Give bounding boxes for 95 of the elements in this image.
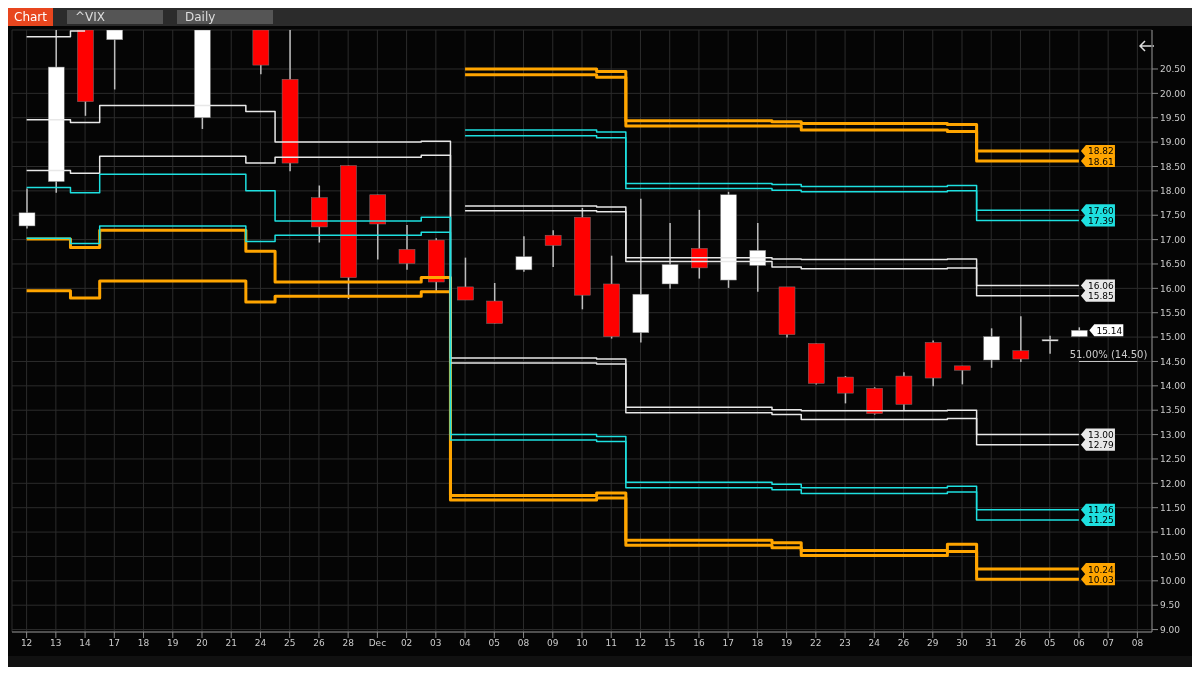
- x-tick-label: 14: [79, 638, 92, 649]
- x-tick-label: 18: [751, 638, 764, 649]
- x-tick-label: 17: [722, 638, 734, 649]
- x-tick-label: 11: [605, 638, 617, 649]
- x-tick-label: 23: [839, 638, 851, 649]
- candlestick: [691, 209, 708, 280]
- x-tick-label: 02: [400, 638, 413, 649]
- candlestick: [661, 222, 679, 290]
- x-tick-label: 15: [663, 638, 676, 649]
- candlestick: [515, 235, 533, 273]
- candlestick: [837, 375, 854, 405]
- data-label: 18.61: [1088, 156, 1114, 167]
- y-tick-label: 11.50: [1160, 502, 1187, 513]
- y-tick-label: 20.00: [1160, 88, 1187, 99]
- y-tick-label: 19.00: [1160, 137, 1187, 148]
- x-tick-label: 22: [810, 638, 822, 649]
- text: Chart: [8, 8, 53, 26]
- y-tick-label: 17.50: [1160, 210, 1187, 221]
- y-tick-label: 15.00: [1160, 332, 1187, 343]
- candlestick: [106, 30, 123, 91]
- data-label: 10.03: [1088, 574, 1114, 585]
- x-tick-label: 10: [576, 638, 588, 649]
- y-tick-label: 14.50: [1160, 356, 1187, 367]
- x-tick-label: 19: [780, 638, 793, 649]
- y-tick-label: 20.50: [1160, 64, 1187, 75]
- data-label: 10.24: [1088, 564, 1115, 575]
- candlestick: [1041, 334, 1059, 355]
- y-tick-label: 17.00: [1160, 234, 1187, 245]
- x-tick-label: Dec: [368, 638, 387, 649]
- x-tick-label: 20: [196, 638, 208, 649]
- candlestick: [18, 187, 36, 230]
- x-tick-label: 04: [459, 638, 472, 649]
- data-label: 15.85: [1088, 291, 1114, 302]
- x-tick-label: 29: [927, 638, 939, 649]
- x-tick-label: 08: [517, 638, 530, 649]
- x-tick-label: 24: [868, 638, 881, 649]
- y-tick-label: 15.50: [1160, 307, 1187, 318]
- x-tick-label: 26: [897, 638, 910, 649]
- x-tick-label: 08: [1131, 638, 1144, 649]
- x-tick-label: 26: [1014, 638, 1027, 649]
- y-tick-label: 16.00: [1160, 283, 1187, 294]
- y-tick-label: 14.00: [1160, 381, 1187, 392]
- y-tick-label: 18.00: [1160, 186, 1187, 197]
- y-tick-label: 10.00: [1160, 576, 1187, 587]
- x-tick-label: 03: [430, 638, 442, 649]
- chart-title: ^VIX: [66, 10, 163, 24]
- y-tick-label: 11.00: [1160, 527, 1187, 538]
- x-tick-label: 26: [313, 638, 325, 649]
- text: 15.14: [1096, 325, 1123, 336]
- y-tick-label: 12.50: [1160, 454, 1187, 465]
- y-tick-label: 19.50: [1160, 112, 1187, 123]
- x-tick-label: 18: [137, 638, 150, 649]
- y-tick-label: 18.50: [1160, 161, 1187, 172]
- data-label: 11.46: [1088, 505, 1115, 516]
- x-tick-label: 16: [693, 638, 705, 649]
- x-tick-label: 09: [547, 638, 559, 649]
- data-label: 12.79: [1088, 440, 1115, 451]
- x-tick-label: 12: [20, 638, 33, 649]
- y-tick-label: 12.00: [1160, 478, 1187, 489]
- y-tick-label: 9.50: [1160, 600, 1181, 611]
- x-tick-label: 05: [488, 638, 501, 649]
- x-tick-label: 31: [985, 638, 997, 649]
- x-tick-label: 19: [167, 638, 179, 649]
- chart-subtitle: Daily: [176, 10, 273, 24]
- x-tick-label: 07: [1102, 638, 1114, 649]
- x-tick-label: 25: [283, 638, 296, 649]
- y-tick-label: 13.00: [1160, 429, 1187, 440]
- x-tick-label: 24: [254, 638, 267, 649]
- candlestick: [983, 327, 1000, 369]
- x-tick-label: 12: [634, 638, 647, 649]
- candlestick: [954, 365, 971, 386]
- data-label: 16.06: [1088, 280, 1115, 291]
- y-tick-label: 10.50: [1160, 551, 1187, 562]
- data-label: 17.60: [1088, 205, 1115, 216]
- y-tick-label: 16.50: [1160, 259, 1187, 270]
- data-label: 11.25: [1088, 515, 1114, 526]
- data-label: 18.82: [1088, 146, 1114, 157]
- y-tick-label: 9.00: [1160, 624, 1181, 635]
- x-tick-label: 21: [225, 638, 237, 649]
- y-tick-label: 13.50: [1160, 405, 1187, 416]
- candlestick: [1012, 315, 1030, 363]
- x-tick-label: 13: [50, 638, 62, 649]
- candlestick: [457, 256, 474, 301]
- x-tick-label: 28: [342, 638, 355, 649]
- x-tick-label: 06: [1073, 638, 1085, 649]
- data-label: 17.39: [1088, 216, 1115, 227]
- x-tick-label: 17: [108, 638, 121, 649]
- data-label: 13.00: [1088, 430, 1115, 441]
- x-tick-label: 05: [1043, 638, 1056, 649]
- candlestick: [486, 282, 503, 325]
- x-tick-label: 30: [956, 638, 968, 649]
- candlestick: [398, 224, 416, 271]
- candlestick: [544, 229, 562, 268]
- candlestick: [749, 222, 767, 293]
- ref-line-label: 51.00% (14.50): [1069, 349, 1148, 361]
